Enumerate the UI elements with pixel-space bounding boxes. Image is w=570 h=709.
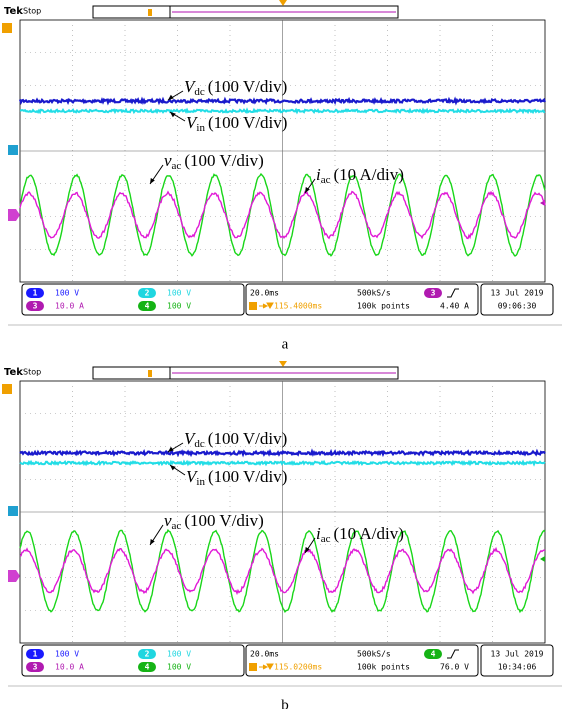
brand: Tek bbox=[4, 6, 23, 17]
ann-sub: ac bbox=[172, 160, 182, 172]
channel-badge-label: 3 bbox=[33, 663, 38, 672]
timebase: 20.0ms bbox=[250, 289, 279, 298]
ann-text: (100 V/div) bbox=[208, 467, 288, 486]
delay-icon bbox=[249, 302, 257, 310]
sample-rate: 500kS/s bbox=[357, 289, 391, 298]
trigger-level: 4.40 A bbox=[440, 302, 469, 311]
sample-rate: 500kS/s bbox=[357, 650, 391, 659]
caption: b bbox=[281, 697, 289, 709]
time: 10:34:06 bbox=[498, 663, 537, 672]
caption: a bbox=[282, 336, 289, 352]
ann-text: (100 V/div) bbox=[208, 429, 288, 448]
trigger-badge-label: 4 bbox=[431, 650, 436, 659]
channel-badge-label: 1 bbox=[33, 289, 38, 298]
channel-scale: 100 V bbox=[167, 289, 191, 298]
ann-text: (10 A/div) bbox=[334, 524, 404, 543]
marker-2 bbox=[8, 145, 18, 155]
ann-sub: ac bbox=[321, 533, 331, 545]
figure: TekStopVdc(100 V/div)Vin(100 V/div)vac(1… bbox=[0, 0, 570, 709]
channel-scale: 10.0 A bbox=[55, 302, 84, 311]
channel-badge-label: 4 bbox=[145, 663, 150, 672]
ann-sub: in bbox=[196, 122, 205, 134]
ann-sub: in bbox=[196, 476, 205, 488]
record-length: 100k points bbox=[357, 302, 410, 311]
date: 13 Jul 2019 bbox=[491, 650, 544, 659]
marker-3 bbox=[8, 570, 20, 582]
date: 13 Jul 2019 bbox=[491, 289, 544, 298]
ann-sub: ac bbox=[321, 174, 331, 186]
status: Stop bbox=[23, 368, 41, 377]
channel-scale: 10.0 A bbox=[55, 663, 84, 672]
ann-text: (100 V/div) bbox=[184, 511, 264, 530]
marker-t bbox=[2, 23, 12, 33]
trigger-marker bbox=[279, 0, 287, 6]
status: Stop bbox=[23, 7, 41, 16]
marker-3 bbox=[8, 209, 20, 221]
trigger-marker bbox=[279, 361, 287, 367]
trigger-badge-label: 3 bbox=[431, 289, 436, 298]
trigger-level: 76.0 V bbox=[440, 663, 469, 672]
channel-scale: 100 V bbox=[167, 650, 191, 659]
channel-badge-label: 1 bbox=[33, 650, 38, 659]
ann-text: (100 V/div) bbox=[184, 151, 264, 170]
marker-t bbox=[2, 384, 12, 394]
brand: Tek bbox=[4, 367, 23, 378]
delay: 115.0200ms bbox=[274, 663, 322, 672]
channel-scale: 100 V bbox=[167, 663, 191, 672]
trigger-pos bbox=[148, 370, 152, 377]
channel-scale: 100 V bbox=[167, 302, 191, 311]
channel-badge-label: 4 bbox=[145, 302, 150, 311]
ann-text: (100 V/div) bbox=[208, 113, 288, 132]
time: 09:06:30 bbox=[498, 302, 537, 311]
timebase: 20.0ms bbox=[250, 650, 279, 659]
marker-2 bbox=[8, 506, 18, 516]
ann-text: (10 A/div) bbox=[334, 165, 404, 184]
channel-scale: 100 V bbox=[55, 289, 79, 298]
ann-sub: dc bbox=[194, 438, 205, 450]
channel-badge-label: 2 bbox=[145, 289, 150, 298]
record-length: 100k points bbox=[357, 663, 410, 672]
delay-icon bbox=[249, 663, 257, 671]
ann-text: (100 V/div) bbox=[208, 77, 288, 96]
trigger-pos bbox=[148, 9, 152, 16]
channel-badge-label: 2 bbox=[145, 650, 150, 659]
channel-scale: 100 V bbox=[55, 650, 79, 659]
ann-sub: dc bbox=[194, 86, 205, 98]
channel-badge-label: 3 bbox=[33, 302, 38, 311]
delay: 115.4000ms bbox=[274, 302, 322, 311]
ann-sub: ac bbox=[172, 520, 182, 532]
